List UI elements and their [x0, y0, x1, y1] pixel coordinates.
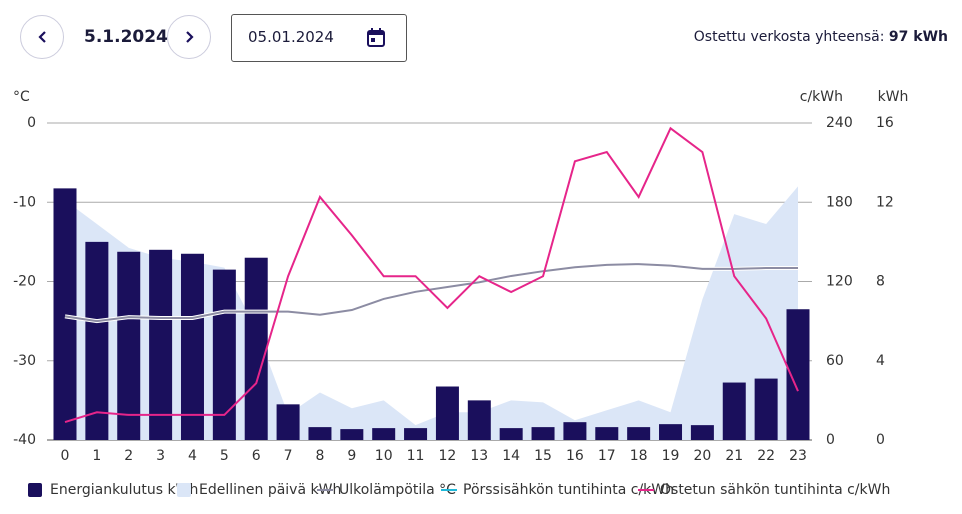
next-day-button[interactable] [167, 15, 211, 59]
bar [690, 425, 714, 440]
x-tick-label: 9 [347, 448, 356, 464]
bar [53, 188, 77, 440]
y3-tick-label: 0 [876, 432, 885, 448]
x-tick-label: 19 [662, 448, 680, 464]
bar [308, 427, 332, 440]
y2-tick-label: 120 [826, 274, 853, 290]
x-tick-label: 6 [252, 448, 261, 464]
x-tick-label: 11 [407, 448, 425, 464]
legend-label: Edellinen päivä kWh [199, 482, 341, 498]
bar [563, 422, 587, 440]
bar [276, 404, 300, 440]
total-label: Ostettu verkosta yhteensä: [693, 29, 885, 45]
bar [212, 269, 236, 440]
y3-tick-label: 4 [876, 353, 885, 369]
y-tick-label: -40 [13, 432, 36, 448]
bar [467, 400, 491, 440]
bar [595, 427, 619, 440]
x-tick-label: 3 [156, 448, 165, 464]
legend-label: Ostetun sähkön tuntihinta c/kWh [660, 482, 890, 498]
date-title: 5.1.2024 [84, 27, 168, 47]
x-tick-label: 2 [124, 448, 133, 464]
y2-tick-label: 240 [826, 115, 853, 131]
x-tick-label: 8 [315, 448, 324, 464]
bar [435, 386, 459, 440]
y3-tick-label: 16 [876, 115, 894, 131]
bar [659, 424, 683, 440]
x-tick-label: 7 [284, 448, 293, 464]
bar [627, 427, 651, 440]
legend-label: Pörssisähkön tuntihinta c/kWh [463, 482, 674, 498]
bar [722, 382, 746, 440]
x-tick-label: 15 [534, 448, 552, 464]
x-tick-label: 20 [693, 448, 711, 464]
x-tick-label: 4 [188, 448, 197, 464]
y2-tick-label: 180 [826, 194, 853, 210]
x-tick-label: 23 [789, 448, 807, 464]
x-tick-label: 13 [470, 448, 488, 464]
x-tick-label: 10 [375, 448, 393, 464]
bar [149, 249, 173, 440]
bar [786, 309, 810, 440]
bar [180, 253, 204, 440]
x-tick-label: 12 [439, 448, 457, 464]
line-halo [64, 262, 798, 324]
y-tick-label: -30 [13, 353, 36, 369]
legend-swatch [28, 483, 42, 497]
date-input[interactable]: 05.01.2024 [231, 14, 407, 62]
x-tick-label: 5 [220, 448, 229, 464]
y3-tick-label: 8 [876, 274, 885, 290]
y3-tick-label: 12 [876, 194, 894, 210]
y-tick-label: -10 [13, 194, 36, 210]
total: Ostettu verkosta yhteensä: 97 kWh [694, 29, 948, 45]
calendar-icon [367, 28, 385, 47]
legend-label: Energiankulutus kWh [50, 482, 198, 498]
bar [85, 241, 109, 440]
bar [404, 428, 428, 440]
bar [117, 251, 141, 440]
total-value: 97 kWh [888, 29, 948, 45]
bar [499, 428, 523, 440]
legend-label: Ulkolämpötila °C [339, 482, 456, 498]
chevron-left [38, 31, 46, 43]
prev-day-button[interactable] [20, 15, 64, 59]
x-tick-label: 22 [757, 448, 775, 464]
y2-tick-label: 60 [826, 353, 844, 369]
line [64, 126, 799, 423]
x-tick-label: 17 [598, 448, 616, 464]
x-tick-label: 21 [725, 448, 743, 464]
y-tick-label: -20 [13, 274, 36, 290]
bar [340, 429, 364, 440]
area [65, 186, 798, 440]
bar [531, 427, 555, 440]
x-tick-label: 18 [630, 448, 648, 464]
bar [372, 428, 396, 440]
y2-tick-label: 0 [826, 432, 835, 448]
x-tick-label: 14 [502, 448, 520, 464]
y-tick-label: 0 [27, 115, 36, 131]
y3-axis-unit: kWh [878, 89, 909, 105]
date-input-text: 05.01.2024 [248, 28, 334, 46]
legend-swatch [177, 483, 191, 497]
x-tick-label: 16 [566, 448, 584, 464]
line [64, 263, 798, 323]
x-tick-label: 0 [61, 448, 70, 464]
bar [754, 378, 778, 440]
chevron-right [186, 31, 194, 43]
x-tick-label: 1 [92, 448, 101, 464]
bar [244, 257, 268, 440]
y-axis-unit: °C [13, 89, 30, 105]
y2-axis-unit: c/kWh [800, 89, 843, 105]
